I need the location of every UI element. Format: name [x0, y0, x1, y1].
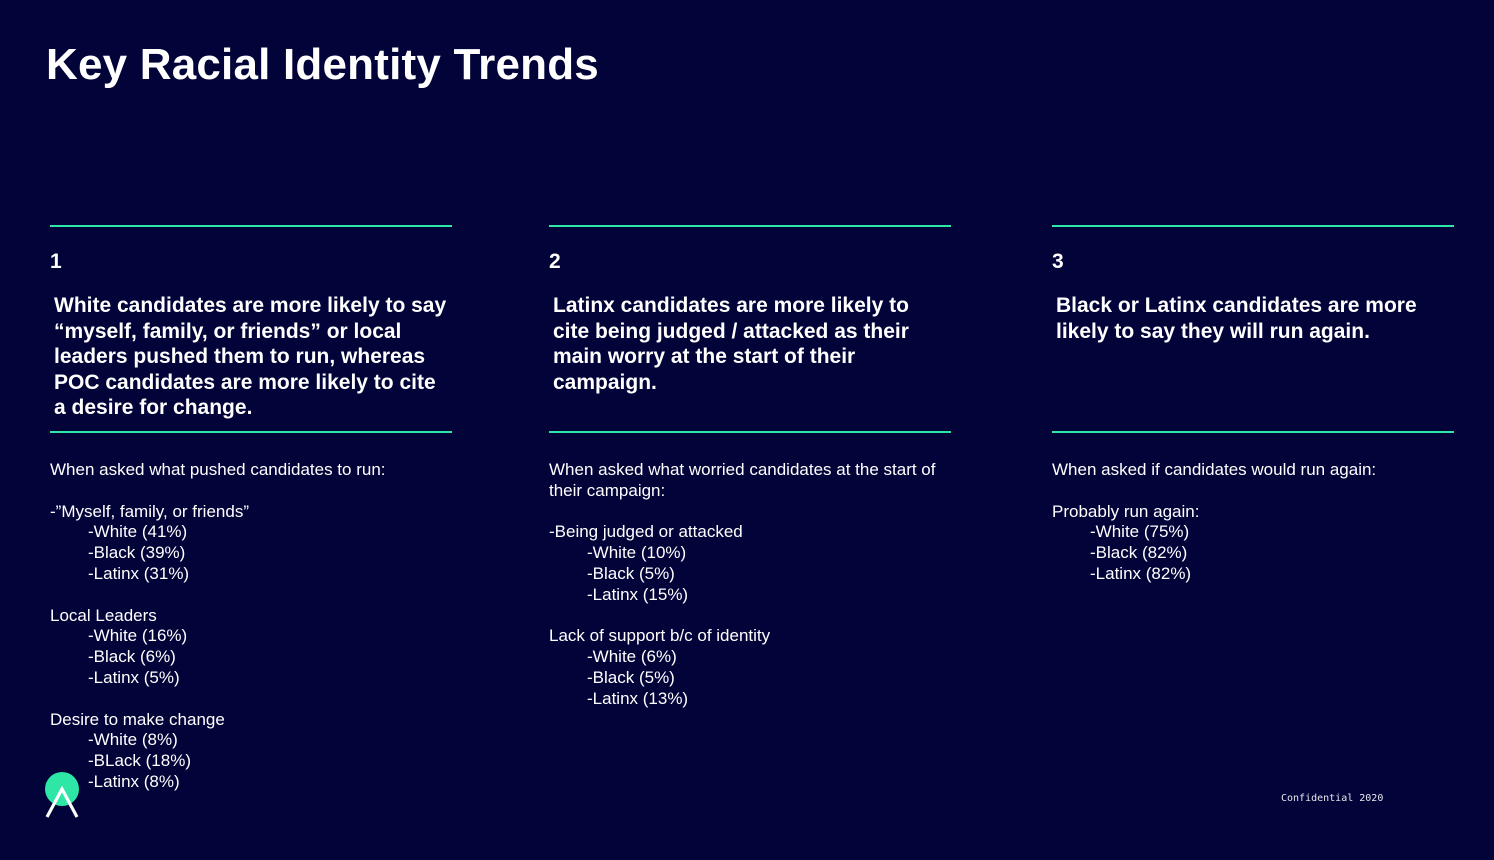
stat-item: -White (75%) — [1090, 522, 1190, 542]
trend-column-3: 3 Black or Latinx candidates are more li… — [1052, 225, 1454, 585]
trend-column-1: 1 White candidates are more likely to sa… — [50, 225, 452, 793]
trend-details: When asked what worried candidates at th… — [549, 460, 951, 710]
stat-item: -White (6%) — [587, 647, 677, 667]
stat-item: -White (8%) — [88, 730, 178, 750]
group-label: Probably run again: — [1052, 501, 1200, 521]
group-label: Lack of support b/c of identity — [549, 626, 771, 646]
stat-item: -Latinx (15%) — [587, 584, 689, 604]
top-divider — [1052, 225, 1454, 227]
confidential-footer: Confidential 2020 — [1281, 793, 1384, 804]
trend-headline: White candidates are more likely to say … — [54, 294, 447, 420]
stat-item: -White (16%) — [88, 626, 188, 646]
stat-item: -Black (5%) — [587, 563, 675, 583]
brand-logo-icon — [45, 772, 79, 818]
stat-item: -Black (5%) — [587, 667, 675, 687]
trend-number: 1 — [50, 250, 62, 273]
group-label: -Being judged or attacked — [549, 522, 743, 542]
top-divider — [549, 225, 951, 227]
stat-item: -Latinx (5%) — [88, 667, 180, 687]
group-label: -”Myself, family, or friends” — [50, 501, 249, 521]
stat-item: -White (41%) — [88, 522, 188, 542]
trend-number: 3 — [1052, 250, 1064, 273]
stat-item: -White (10%) — [587, 543, 687, 563]
stat-item: -Black (82%) — [1090, 543, 1188, 563]
stat-item: -Latinx (31%) — [88, 563, 190, 583]
stat-item: -BLack (18%) — [88, 751, 191, 771]
top-divider — [50, 225, 452, 227]
stat-item: -Latinx (82%) — [1090, 563, 1192, 583]
question-intro: When asked what worried candidates at th… — [549, 460, 936, 500]
trend-headline: Latinx candidates are more likely to cit… — [553, 294, 909, 394]
trend-details: When asked if candidates would run again… — [1052, 460, 1454, 585]
trend-headline: Black or Latinx candidates are more like… — [1056, 294, 1417, 343]
group-label: Local Leaders — [50, 605, 157, 625]
question-intro: When asked if candidates would run again… — [1052, 460, 1377, 479]
bottom-divider — [50, 431, 452, 433]
stat-item: -Latinx (8%) — [88, 771, 180, 791]
group-label: Desire to make change — [50, 709, 225, 729]
bottom-divider — [1052, 431, 1454, 433]
stat-item: -Black (39%) — [88, 543, 186, 563]
stat-item: -Latinx (13%) — [587, 688, 689, 708]
trend-number: 2 — [549, 250, 561, 273]
bottom-divider — [549, 431, 951, 433]
question-intro: When asked what pushed candidates to run… — [50, 460, 386, 479]
slide-title: Key Racial Identity Trends — [46, 40, 599, 89]
trend-column-2: 2 Latinx candidates are more likely to c… — [549, 225, 951, 710]
stat-item: -Black (6%) — [88, 647, 176, 667]
trend-details: When asked what pushed candidates to run… — [50, 460, 452, 793]
